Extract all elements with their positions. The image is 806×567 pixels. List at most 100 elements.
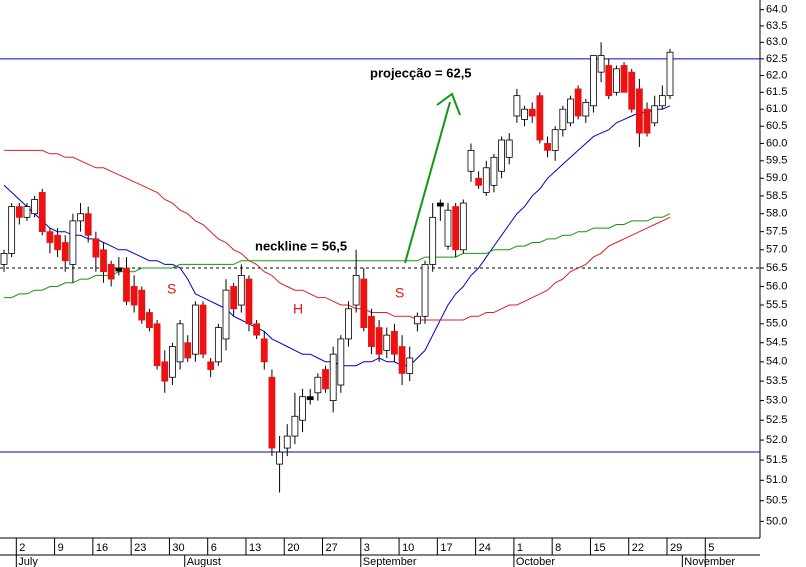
moving-average-line [3, 105, 671, 367]
candle-body [567, 98, 574, 124]
y-tick-label: 62.5 [766, 53, 787, 65]
x-tick-label: 3 [364, 542, 370, 554]
x-tick-label: 15 [593, 542, 605, 554]
candle-body [237, 274, 245, 306]
candle-body [521, 108, 528, 120]
candle-body [306, 396, 314, 401]
x-tick-label: 17 [440, 542, 452, 554]
candle-body [176, 323, 184, 363]
candle-body [92, 238, 100, 258]
x-tick-label: 1 [517, 542, 523, 554]
candle-body [513, 95, 521, 117]
projection-label: projecção = 62,5 [370, 65, 472, 80]
y-tick-label: 61.5 [766, 86, 787, 98]
candle-body [268, 376, 276, 449]
candle-body [391, 330, 398, 355]
y-tick-label: 64.0 [766, 4, 787, 16]
candle-body [597, 55, 605, 73]
y-tick-label: 59.5 [766, 155, 787, 167]
x-tick-label: 24 [479, 542, 491, 554]
candle-body [115, 267, 123, 272]
x-tick-label: 8 [555, 542, 561, 554]
candle-body [314, 376, 322, 394]
candle-body [161, 361, 169, 382]
y-tick-label: 56.5 [766, 262, 787, 274]
candle-body [283, 435, 291, 449]
y-tick-label: 54.0 [766, 356, 787, 368]
candle-body [345, 308, 352, 340]
y-tick-label: 51.0 [766, 474, 787, 486]
moving-average-line [4, 149, 671, 321]
candle-body [651, 105, 659, 124]
candle-body [169, 346, 176, 378]
candle-body [436, 202, 444, 207]
x-tick-label: 23 [134, 542, 146, 554]
candle-body [658, 95, 666, 107]
y-tick-label: 62.0 [766, 69, 787, 81]
candle-body [551, 129, 559, 151]
candle-body [590, 55, 597, 107]
y-tick-label: 54.5 [766, 337, 787, 349]
candle-body [15, 206, 23, 218]
candle-body [107, 263, 115, 280]
candle-body [429, 216, 437, 265]
candle-body [23, 206, 31, 218]
candle-body [482, 167, 490, 193]
candle-body [222, 289, 230, 340]
pattern-label: S [395, 285, 404, 301]
candle-body [628, 71, 636, 110]
candle-body [475, 177, 483, 186]
y-tick-label: 63.0 [766, 36, 787, 48]
x-tick-label: 5 [708, 542, 714, 554]
y-tick-label: 60.5 [766, 120, 787, 132]
y-tick-label: 55.5 [766, 299, 787, 311]
candle-body [666, 51, 674, 97]
projection-arrow-head [436, 92, 461, 116]
x-tick-label: 29 [670, 542, 682, 554]
moving-average-line [4, 213, 671, 299]
candle-body [368, 315, 375, 347]
month-label: July [18, 556, 38, 567]
x-tick-label: 20 [287, 542, 299, 554]
candle-body [383, 334, 391, 351]
candle-body [123, 267, 130, 302]
x-tick-label: 9 [58, 542, 64, 554]
y-tick-label: 53.5 [766, 375, 787, 387]
y-tick-label: 50.5 [766, 495, 787, 507]
candle-body [8, 206, 16, 254]
candle-body [643, 108, 651, 134]
candle-body [130, 286, 138, 306]
x-tick-label: 10 [402, 542, 414, 554]
y-tick-label: 57.0 [766, 244, 787, 256]
candle-body [299, 396, 306, 421]
candle-body [544, 143, 551, 151]
neckline-label: neckline = 56,5 [255, 238, 347, 253]
candle-body [0, 253, 8, 265]
candle-body [559, 108, 567, 131]
candle-body [605, 65, 613, 97]
candle-body [230, 286, 238, 310]
candle-body [84, 213, 92, 236]
candle-body [635, 88, 643, 134]
candle-body [498, 139, 505, 172]
candle-body [46, 231, 54, 243]
y-tick-label: 60.0 [766, 137, 787, 149]
candle-body [329, 353, 337, 401]
candle-body [54, 234, 61, 251]
candle-body [31, 199, 39, 215]
candle-body [322, 369, 329, 390]
candle-body [153, 323, 161, 367]
candle-body [574, 88, 582, 117]
y-tick-label: 61.0 [766, 103, 787, 115]
x-tick-label: 16 [96, 542, 108, 554]
month-label: August [187, 556, 221, 567]
candle-body [337, 338, 345, 386]
y-tick-label: 63.5 [766, 20, 787, 32]
candle-body [245, 278, 253, 325]
candle-body [214, 327, 222, 363]
candle-body [444, 209, 452, 247]
candle-body [536, 95, 544, 141]
x-tick-label: 6 [211, 542, 217, 554]
